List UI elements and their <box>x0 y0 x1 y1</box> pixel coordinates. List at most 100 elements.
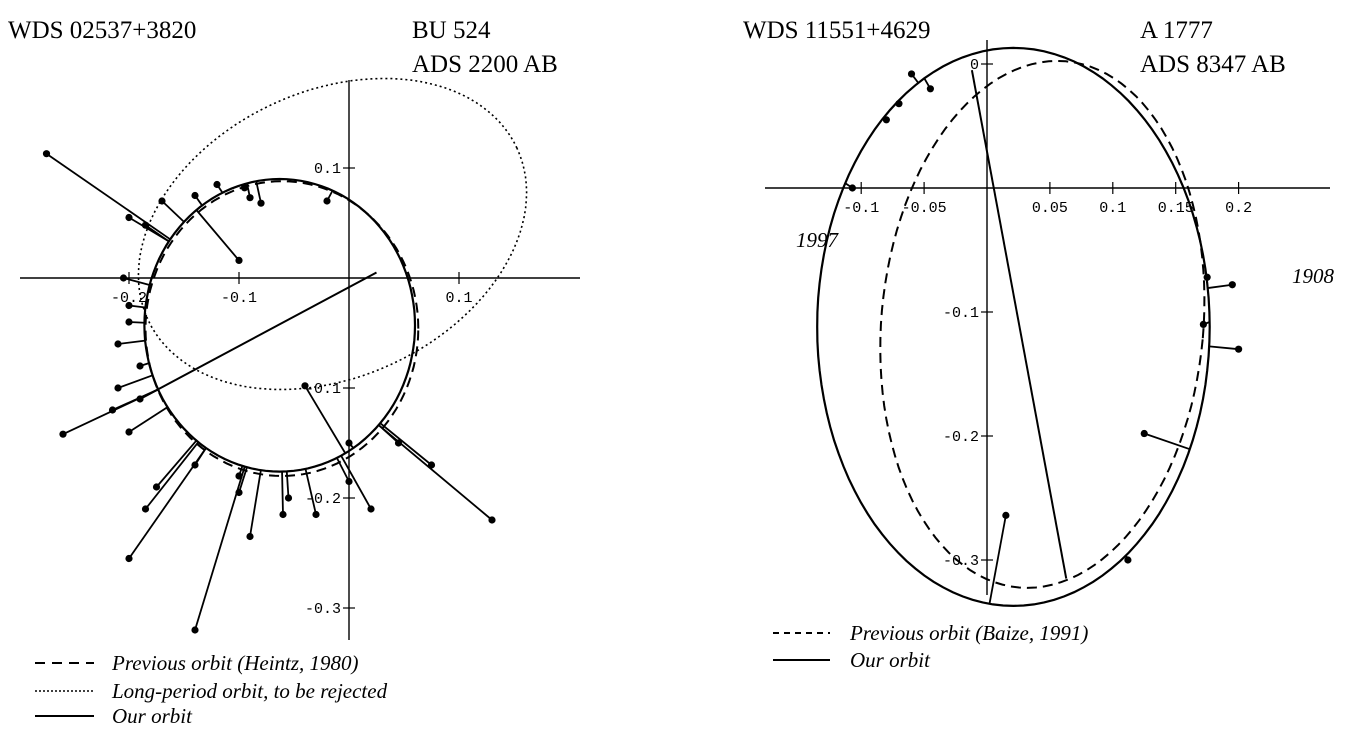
observation-point <box>191 191 199 200</box>
orbit-heintz <box>144 180 420 478</box>
x-tick-label: -0.2 <box>111 290 147 307</box>
legend-baize-label: Previous orbit (Baize, 1991) <box>849 621 1088 645</box>
residual-line <box>304 468 317 515</box>
residual-line <box>144 441 199 510</box>
observation-point <box>367 505 375 513</box>
observation-point <box>125 554 133 563</box>
residual-line <box>128 406 169 433</box>
y-tick-label: -0.3 <box>943 553 979 570</box>
line-of-apsides <box>139 271 377 400</box>
residual-line <box>336 457 350 482</box>
observation-point <box>108 406 117 414</box>
legend-heintz-label: Previous orbit (Heintz, 1980) <box>111 651 359 675</box>
legend-long-period-label: Long-period orbit, to be rejected <box>111 679 388 703</box>
left-header-ads: ADS 2200 AB <box>412 51 558 78</box>
observation-point <box>59 430 67 438</box>
observation-point <box>1124 556 1132 564</box>
residual-line <box>195 209 240 261</box>
right-header-a: A 1777 <box>1140 17 1213 44</box>
observation-point <box>246 532 254 541</box>
x-tick-label: -0.05 <box>902 200 947 217</box>
observation-point <box>125 301 133 310</box>
y-tick-label: -0.1 <box>305 381 341 398</box>
residual-line <box>988 515 1007 604</box>
observation-point <box>136 362 144 370</box>
residual-line <box>1209 345 1239 351</box>
observation-point <box>114 340 122 348</box>
observation-point <box>895 100 903 108</box>
left-observations <box>42 150 496 634</box>
residual-line <box>249 470 262 537</box>
left-legend: Previous orbit (Heintz, 1980) Long-perio… <box>35 651 388 728</box>
legend-our-orbit-label: Our orbit <box>112 704 193 728</box>
observation-point <box>152 483 161 491</box>
orbit-baize <box>879 59 1206 589</box>
residual-line <box>379 422 433 466</box>
observation-point <box>125 428 133 436</box>
left-orbit-plot: WDS 02537+3820 BU 524 ADS 2200 AB -0.2 -0… <box>8 17 580 728</box>
orbit-ours <box>816 46 1211 608</box>
residual-line <box>117 339 146 345</box>
observation-point <box>141 505 150 513</box>
x-tick-label: 0.1 <box>1099 200 1126 217</box>
residual-line <box>144 224 170 243</box>
observation-point <box>1199 320 1207 328</box>
x-tick-label: 0.15 <box>1158 200 1194 217</box>
residual-line <box>155 439 198 488</box>
line-of-apsides <box>970 70 1068 579</box>
y-tick-label: -0.2 <box>305 491 341 508</box>
y-tick-label: 0.1 <box>314 161 341 178</box>
observation-point <box>1235 345 1243 353</box>
x-tick-label: 0.2 <box>1225 200 1252 217</box>
left-header-bu: BU 524 <box>412 17 491 44</box>
residual-line <box>238 466 248 493</box>
residual-line <box>281 471 284 515</box>
x-tick-label: 0.1 <box>445 290 472 307</box>
observation-point <box>125 318 133 326</box>
right-header-wds: WDS 11551+4629 <box>743 17 930 44</box>
right-header-ads: ADS 8347 AB <box>1140 51 1286 78</box>
observation-point <box>246 194 254 202</box>
residual-line <box>340 455 372 510</box>
annotation-1908: 1908 <box>1292 264 1335 288</box>
right-legend: Previous orbit (Baize, 1991) Our orbit <box>773 621 1088 672</box>
y-tick-label: -0.2 <box>943 429 979 446</box>
left-ticks: -0.2 -0.1 0.1 0.1 -0.1 -0.2 -0.3 <box>111 161 473 618</box>
legend-our-orbit-label: Our orbit <box>850 648 931 672</box>
residual-line <box>378 424 493 521</box>
right-observations <box>844 70 1243 604</box>
orbit-long <box>137 77 528 391</box>
observation-point <box>279 510 287 519</box>
right-orbit-plot: WDS 11551+4629 A 1777 ADS 8347 AB -0.1 -0… <box>743 17 1335 672</box>
residual-line <box>255 181 262 204</box>
observation-point <box>882 116 890 124</box>
observation-point <box>42 150 51 158</box>
observation-point <box>301 382 309 390</box>
x-tick-label: -0.1 <box>843 200 879 217</box>
orbit-ours <box>143 177 417 473</box>
residual-line <box>161 200 185 223</box>
observation-point <box>1203 273 1211 281</box>
observation-point <box>114 384 122 392</box>
y-tick-label: -0.3 <box>305 601 341 618</box>
observation-point <box>213 180 221 189</box>
residual-line <box>45 152 171 241</box>
left-header-wds: WDS 02537+3820 <box>8 17 196 44</box>
observation-point <box>1228 281 1236 289</box>
left-orbits <box>137 77 528 478</box>
residual-line <box>285 471 290 499</box>
observation-point <box>312 510 320 519</box>
observation-point <box>235 488 243 497</box>
observation-point <box>191 461 199 469</box>
observation-point <box>141 221 150 229</box>
observation-point <box>158 197 166 205</box>
observation-point <box>907 70 916 78</box>
right-ticks: -0.1 -0.05 0.05 0.1 0.15 0.2 0 -0.1 -0.2 -0.3 <box>843 57 1252 570</box>
residual-line <box>304 385 347 454</box>
observation-point <box>1140 429 1148 438</box>
residual-line <box>1207 283 1233 289</box>
annotation-1997: 1997 <box>796 228 840 252</box>
observation-point <box>284 494 293 502</box>
y-tick-label: -0.1 <box>943 305 979 322</box>
